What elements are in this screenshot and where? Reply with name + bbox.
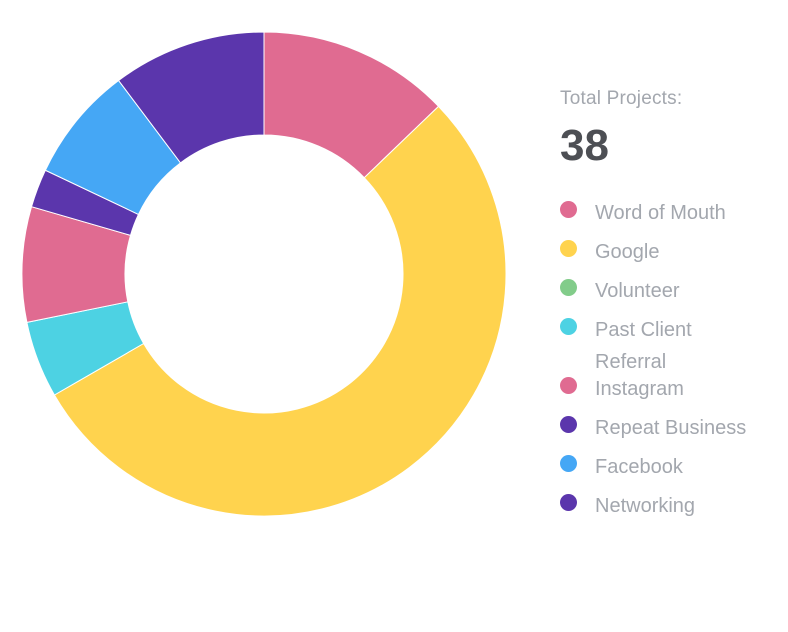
legend-item-networking[interactable]: Networking xyxy=(560,490,780,534)
legend-label: Repeat Business xyxy=(595,417,747,439)
legend-label: Facebook xyxy=(595,456,683,478)
legend-swatch xyxy=(560,494,577,511)
legend-label: Google xyxy=(595,241,660,263)
legend-label: Instagram xyxy=(595,378,684,400)
legend-item-google[interactable]: Google xyxy=(560,236,780,280)
legend-swatch xyxy=(560,201,577,218)
legend-item-past-client-referral[interactable]: Past Client Referral xyxy=(560,314,780,378)
chart-legend: Word of Mouth Google Volunteer Past Clie… xyxy=(560,197,780,534)
donut-chart xyxy=(21,31,507,517)
legend-item-repeat-business[interactable]: Repeat Business xyxy=(560,412,780,456)
donut-slice-google[interactable] xyxy=(53,105,507,517)
total-projects-label: Total Projects: xyxy=(560,88,683,109)
legend-item-instagram[interactable]: Instagram xyxy=(560,373,780,417)
legend-label: Past Client Referral xyxy=(595,319,692,373)
donut-slice-networking[interactable] xyxy=(117,31,265,164)
legend-swatch xyxy=(560,240,577,257)
total-projects-value: 38 xyxy=(560,121,609,170)
legend-label: Volunteer xyxy=(595,280,680,302)
legend-swatch xyxy=(560,318,577,335)
legend-item-word-of-mouth[interactable]: Word of Mouth xyxy=(560,197,780,241)
legend-swatch xyxy=(560,416,577,433)
legend-item-facebook[interactable]: Facebook xyxy=(560,451,780,495)
legend-swatch xyxy=(560,455,577,472)
legend-label: Word of Mouth xyxy=(595,202,726,224)
legend-label: Networking xyxy=(595,495,696,517)
legend-swatch xyxy=(560,377,577,394)
legend-item-volunteer[interactable]: Volunteer xyxy=(560,275,780,319)
legend-swatch xyxy=(560,279,577,296)
summary-panel: Total Projects: 38 Word of Mouth Google … xyxy=(560,88,780,534)
